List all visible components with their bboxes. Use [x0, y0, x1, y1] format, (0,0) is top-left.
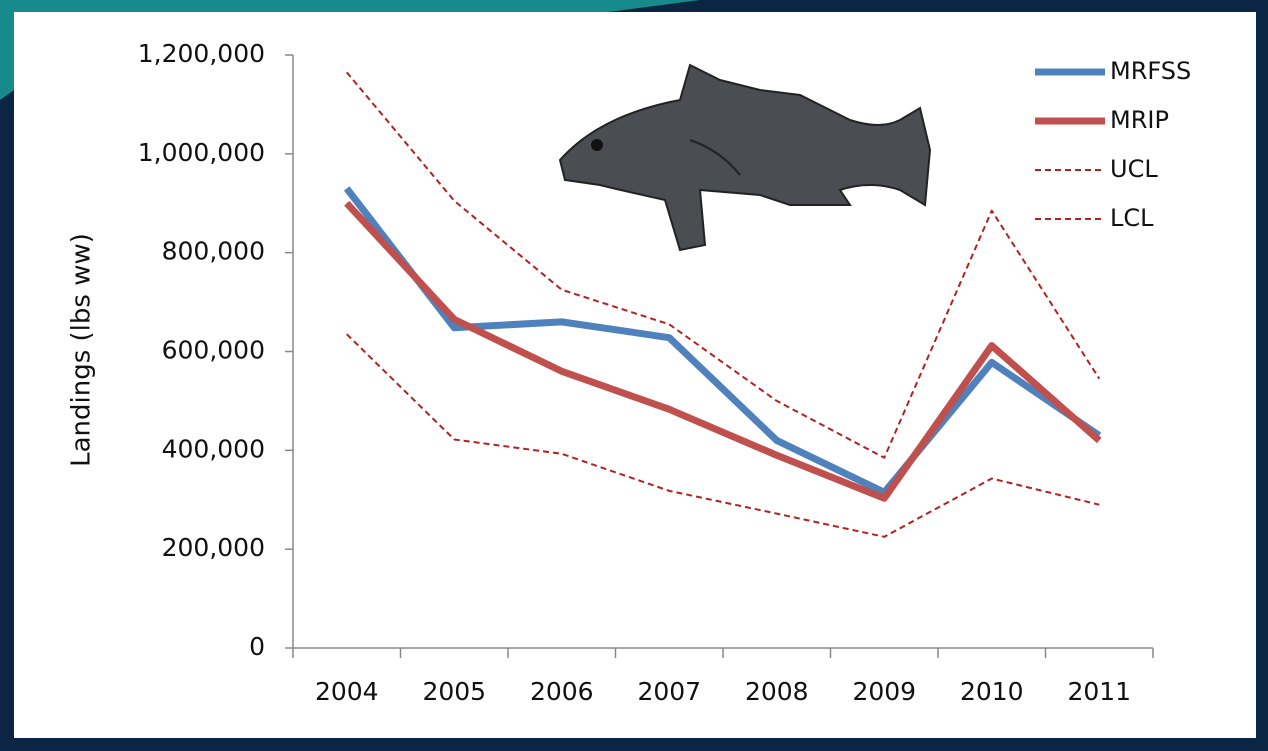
legend-label: LCL [1110, 204, 1154, 232]
x-tick-label: 2005 [422, 677, 486, 706]
x-tick-label: 2009 [852, 677, 916, 706]
legend-label: MRIP [1110, 106, 1169, 134]
y-tick-label: 200,000 [162, 533, 265, 562]
x-tick-label: 2006 [530, 677, 594, 706]
y-tick-label: 400,000 [162, 434, 265, 463]
x-tick-label: 2010 [960, 677, 1024, 706]
y-tick-label: 800,000 [162, 237, 265, 266]
y-axis-title: Landings (lbs ww) [67, 233, 97, 467]
y-tick-label: 0 [249, 632, 265, 661]
x-tick-label: 2004 [315, 677, 379, 706]
legend-label: MRFSS [1110, 57, 1191, 85]
series-line [344, 200, 1102, 502]
x-tick-label: 2008 [745, 677, 809, 706]
y-tick-label: 600,000 [162, 336, 265, 365]
series-line [346, 333, 1100, 538]
y-tick-label: 1,000,000 [138, 138, 265, 167]
x-tick-label: 2011 [1067, 677, 1131, 706]
series-line [345, 71, 1101, 459]
y-tick-label: 1,200,000 [138, 39, 265, 68]
legend-label: UCL [1110, 155, 1158, 183]
x-tick-label: 2007 [637, 677, 701, 706]
fish-illustration [558, 63, 932, 252]
